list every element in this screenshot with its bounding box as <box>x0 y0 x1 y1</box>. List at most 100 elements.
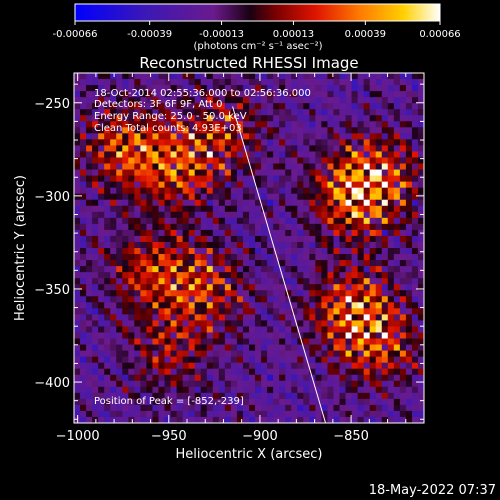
heatmap-cell <box>152 133 159 140</box>
heatmap-cell <box>242 350 250 358</box>
heatmap-cell <box>399 193 407 201</box>
heatmap-cell <box>200 248 208 255</box>
heatmap-cell <box>309 217 316 225</box>
heatmap-cell <box>128 187 135 195</box>
heatmap-cell <box>212 73 220 80</box>
heatmap-cell <box>375 356 383 364</box>
heatmap-cell <box>194 217 202 225</box>
heatmap-cell <box>80 332 87 340</box>
heatmap-cell <box>393 205 401 213</box>
heatmap-cell <box>291 187 298 195</box>
heatmap-cell <box>399 344 407 352</box>
heatmap-cell <box>140 187 147 195</box>
heatmap-cell <box>375 241 383 249</box>
heatmap-cell <box>146 320 153 327</box>
heatmap-cell <box>321 332 328 340</box>
heatmap-cell <box>206 205 214 213</box>
heatmap-cell <box>212 344 220 352</box>
heatmap-cell <box>212 133 220 140</box>
heatmap-cell <box>140 404 147 412</box>
heatmap-cell <box>363 308 371 315</box>
heatmap-cell <box>92 260 99 267</box>
heatmap-cell <box>74 97 81 104</box>
heatmap-cell <box>267 332 274 340</box>
heatmap-cell <box>182 79 190 86</box>
heatmap-cell <box>98 302 105 309</box>
heatmap-cell <box>188 73 196 80</box>
heatmap-cell <box>146 235 153 243</box>
heatmap-cell <box>411 139 419 146</box>
heatmap-cell <box>230 392 238 400</box>
heatmap-cell <box>309 211 316 219</box>
heatmap-cell <box>381 109 389 116</box>
heatmap-cell <box>309 332 316 340</box>
heatmap-cell <box>267 368 274 376</box>
heatmap-cell <box>387 121 395 128</box>
heatmap-cell <box>381 103 389 110</box>
heatmap-cell <box>158 374 166 382</box>
heatmap-cell <box>152 302 159 309</box>
heatmap-cell <box>369 278 377 285</box>
heatmap-cell <box>176 157 184 165</box>
heatmap-cell <box>279 254 286 261</box>
heatmap-cell <box>200 139 208 146</box>
heatmap-cell <box>255 386 262 394</box>
heatmap-cell <box>357 266 365 273</box>
heatmap-cell <box>170 127 178 134</box>
heatmap-cell <box>80 338 87 346</box>
heatmap-cell <box>230 332 238 340</box>
heatmap-cell <box>285 296 292 303</box>
heatmap-cell <box>110 151 117 158</box>
heatmap-cell <box>188 103 196 110</box>
heatmap-cell <box>315 181 322 189</box>
heatmap-cell <box>140 272 147 279</box>
heatmap-cell <box>224 302 232 309</box>
heatmap-cell <box>146 139 153 146</box>
heatmap-cell <box>315 223 322 231</box>
heatmap-cell <box>309 97 316 104</box>
heatmap-cell <box>152 398 159 406</box>
heatmap-cell <box>303 284 310 291</box>
heatmap-cell <box>339 284 347 291</box>
heatmap-cell <box>321 199 328 207</box>
heatmap-cell <box>236 85 244 92</box>
heatmap-cell <box>188 410 196 418</box>
heatmap-cell <box>261 332 268 340</box>
heatmap-cell <box>375 392 383 400</box>
heatmap-cell <box>218 97 226 104</box>
heatmap-cell <box>393 314 401 321</box>
heatmap-cell <box>92 217 99 225</box>
heatmap-cell <box>315 386 322 394</box>
heatmap-cell <box>164 205 172 213</box>
heatmap-cell <box>399 332 407 340</box>
heatmap-cell <box>236 350 244 358</box>
heatmap-cell <box>417 169 424 177</box>
heatmap-cell <box>116 115 123 122</box>
heatmap-cell <box>116 187 123 195</box>
heatmap-cell <box>297 338 304 346</box>
heatmap-cell <box>86 199 93 207</box>
heatmap-cell <box>327 145 334 152</box>
heatmap-cell <box>393 410 401 418</box>
heatmap-cell <box>146 103 153 110</box>
heatmap-cell <box>128 199 135 207</box>
heatmap-cell <box>399 169 407 177</box>
heatmap-cell <box>285 151 292 158</box>
heatmap-cell <box>345 151 353 158</box>
heatmap-cell <box>182 85 190 92</box>
heatmap-cell <box>182 260 190 267</box>
heatmap-cell <box>236 338 244 346</box>
heatmap-cell <box>122 235 129 243</box>
heatmap-cell <box>104 386 111 394</box>
heatmap-cell <box>399 404 407 412</box>
heatmap-cell <box>279 266 286 273</box>
heatmap-cell <box>86 290 93 297</box>
heatmap-cell <box>218 187 226 195</box>
heatmap-cell <box>393 290 401 297</box>
heatmap-cell <box>363 260 371 267</box>
heatmap-cell <box>387 374 395 382</box>
heatmap-cell <box>164 73 172 80</box>
heatmap-cell <box>255 362 262 370</box>
heatmap-cell <box>357 362 365 370</box>
heatmap-cell <box>236 284 244 291</box>
